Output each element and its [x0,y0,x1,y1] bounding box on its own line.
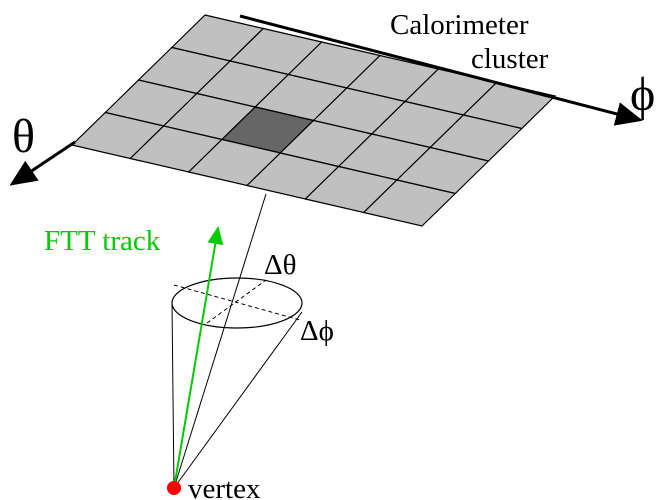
calorimeter-label: Calorimeter [390,9,529,41]
cone-left-edge [171,302,175,489]
cone-right-edge [173,311,303,489]
delta-phi-label: Δϕ [300,315,334,347]
acceptance-cone [171,277,303,489]
theta-label: θ [12,110,35,163]
calorimeter-cell [362,179,457,227]
cluster-direction-line [173,193,267,489]
delta-theta-label: Δθ [264,249,297,281]
cone-axis-phi [173,284,301,321]
phi-label: ϕ [630,68,655,121]
cone-axis-theta [206,279,267,324]
track-label: FTT track [44,225,161,257]
vertex-dot [167,481,181,495]
vertex-label: vertex [188,473,261,500]
theta-axis-arrow [9,140,76,186]
phi-axis-arrow [239,14,643,126]
track-arrow [173,226,224,489]
cluster-label: cluster [471,43,549,75]
calorimeter-grid [70,14,557,227]
